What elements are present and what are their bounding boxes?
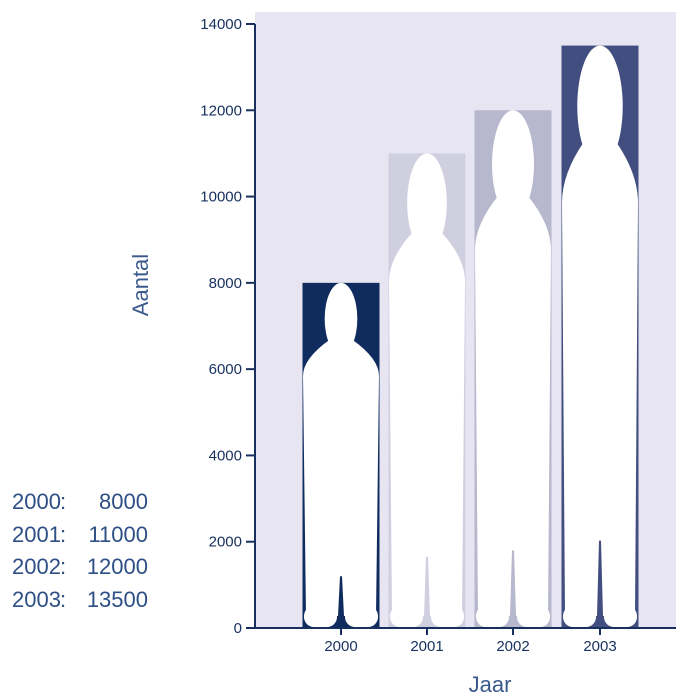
- value-year: 2002: [12, 554, 61, 579]
- x-tick-label: 2003: [583, 638, 616, 655]
- value-amount: 8000: [99, 489, 148, 514]
- y-axis-title: Aantal: [128, 254, 153, 316]
- value-amount: 12000: [86, 554, 148, 579]
- value-list-row: 2001:11000: [12, 519, 148, 552]
- y-tick-label: 8000: [209, 275, 242, 292]
- axes: 0 2000 4000 6000 8000 10000 12000 14000 2000 2001…: [200, 16, 676, 655]
- value-list-row: 2002:12000: [12, 551, 148, 584]
- value-year: 2003: [12, 586, 61, 612]
- bar-2001: [388, 153, 466, 628]
- bar-2002: [474, 110, 552, 629]
- bars: [302, 45, 639, 629]
- y-tick-label: 4000: [209, 447, 242, 464]
- person-silhouette: [562, 45, 638, 627]
- value-list: 2000:8000 2001:11000 2002:12000 2003:13500: [12, 486, 148, 616]
- y-tick-label: 12000: [200, 102, 242, 119]
- value-separator: :: [60, 586, 67, 612]
- y-tick-label: 6000: [209, 361, 242, 378]
- value-separator: :: [60, 554, 67, 579]
- bar-2003: [561, 45, 639, 629]
- y-tick-label: 10000: [200, 189, 242, 206]
- x-axis-title: Jaar: [469, 672, 512, 697]
- value-list-row: 2000: 8000: [12, 486, 148, 519]
- y-tick-label: 14000: [200, 16, 242, 33]
- value-separator: :: [60, 489, 67, 514]
- value-amount: 11000: [88, 521, 148, 547]
- person-silhouette: [475, 110, 551, 627]
- value-amount: 13500: [86, 586, 148, 612]
- y-tick-label: 2000: [209, 534, 242, 551]
- x-tick-label: 2001: [410, 638, 443, 655]
- y-tick-label: 0: [234, 620, 242, 637]
- value-year: 2001: [12, 521, 61, 547]
- value-list-row: 2003:13500: [12, 584, 148, 617]
- value-year: 2000: [12, 489, 61, 514]
- x-tick-label: 2002: [496, 638, 529, 655]
- person-silhouette: [389, 153, 465, 627]
- x-tick-label: 2000: [324, 638, 357, 655]
- bar-2000: [302, 282, 380, 628]
- person-silhouette: [303, 282, 379, 627]
- value-separator: :: [60, 521, 67, 547]
